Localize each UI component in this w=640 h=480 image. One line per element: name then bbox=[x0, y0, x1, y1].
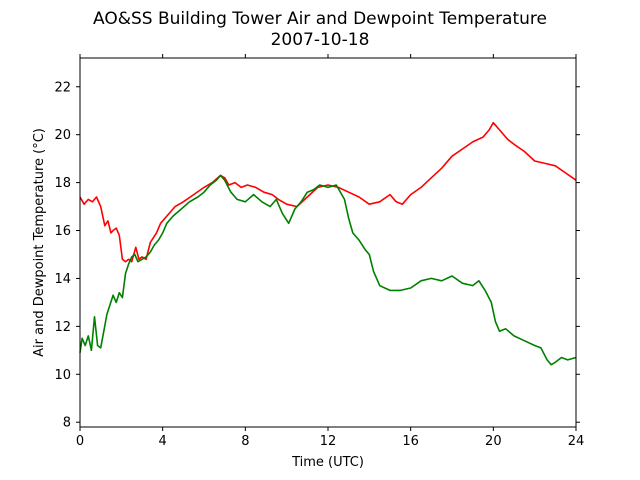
plot-frame bbox=[79, 57, 577, 428]
y-axis: 8 10 12 14 16 18 20 22 bbox=[54, 80, 580, 431]
y-tick-label: 18 bbox=[54, 176, 71, 191]
chart-subtitle: 2007-10-18 bbox=[271, 30, 370, 50]
y-axis-label: Air and Dewpoint Temperature (°C) bbox=[32, 128, 47, 357]
y-tick-label: 8 bbox=[63, 416, 71, 431]
chart-title: AO&SS Building Tower Air and Dewpoint Te… bbox=[93, 9, 547, 29]
y-tick-label: 14 bbox=[54, 272, 71, 287]
x-tick-label: 4 bbox=[159, 434, 167, 449]
x-axis: 0 4 8 12 16 20 24 bbox=[76, 54, 584, 449]
plot-lines bbox=[79, 121, 577, 366]
series-line-1 bbox=[79, 174, 577, 366]
y-tick-label: 16 bbox=[54, 224, 71, 239]
x-tick-label: 8 bbox=[241, 434, 249, 449]
x-tick-label: 24 bbox=[568, 434, 585, 449]
y-tick-label: 12 bbox=[54, 320, 71, 335]
x-tick-label: 16 bbox=[402, 434, 419, 449]
x-tick-label: 12 bbox=[320, 434, 337, 449]
series-line-0 bbox=[79, 121, 577, 263]
y-tick-label: 20 bbox=[54, 128, 71, 143]
x-tick-label: 0 bbox=[76, 434, 84, 449]
y-tick-label: 22 bbox=[54, 80, 71, 95]
x-axis-label: Time (UTC) bbox=[291, 455, 364, 470]
x-tick-label: 20 bbox=[485, 434, 502, 449]
y-tick-label: 10 bbox=[54, 368, 71, 383]
